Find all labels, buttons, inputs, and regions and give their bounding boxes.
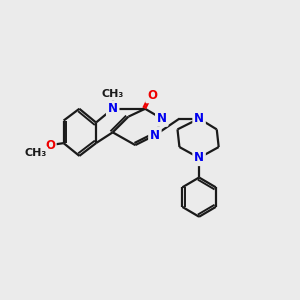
Text: N: N (194, 152, 204, 164)
Text: O: O (45, 139, 55, 152)
Text: N: N (108, 102, 118, 115)
Text: CH₃: CH₃ (24, 148, 46, 158)
Text: N: N (150, 129, 160, 142)
Text: N: N (194, 112, 204, 125)
Text: O: O (147, 88, 157, 101)
Text: CH₃: CH₃ (102, 89, 124, 99)
Text: N: N (157, 112, 167, 125)
